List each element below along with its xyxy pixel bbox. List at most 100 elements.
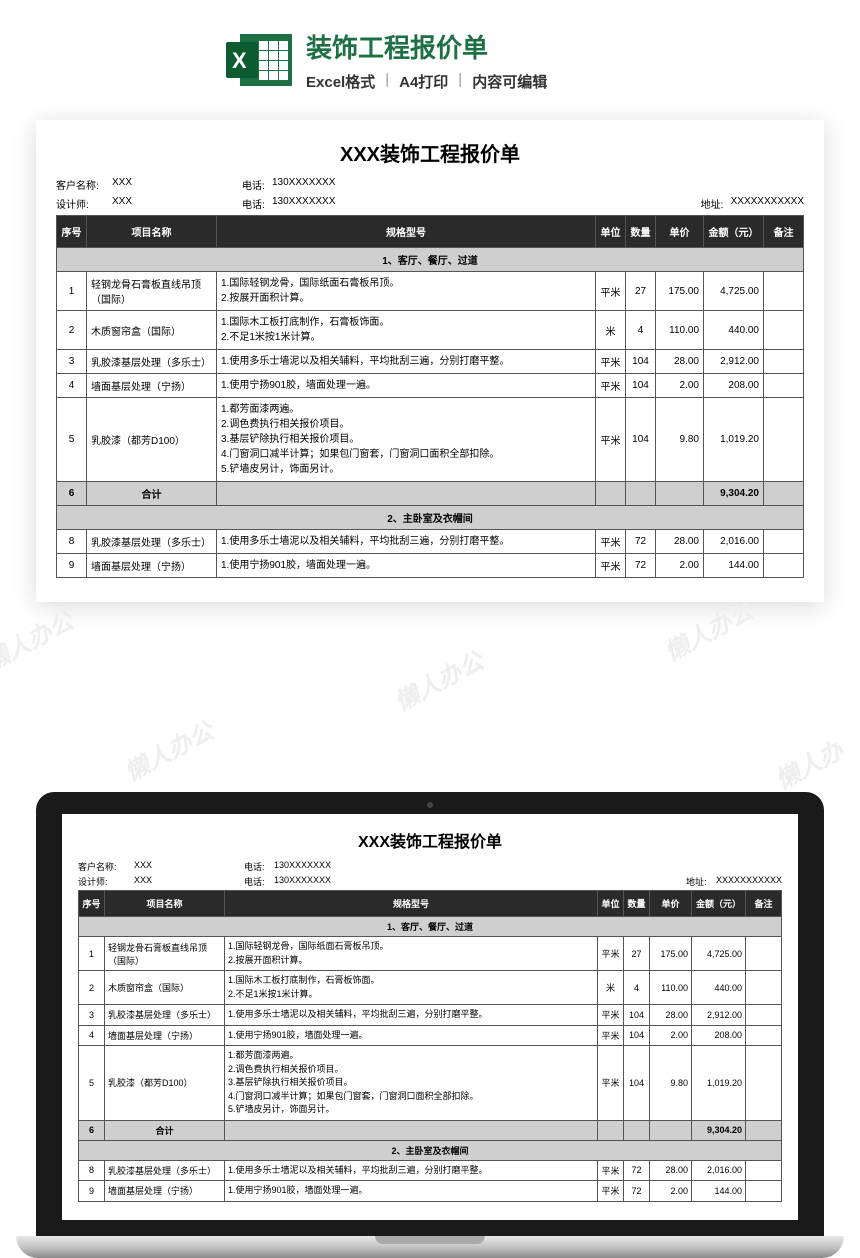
phone1-value: 130XXXXXXX: [272, 177, 804, 192]
cell-note: [746, 1046, 782, 1121]
cell-qty: 27: [626, 272, 656, 311]
phone1-label: 电话:: [242, 177, 272, 192]
info-row-designer: 设计师: XXX 电话: 130XXXXXXX 地址: XXXXXXXXXXX: [56, 196, 804, 211]
cell-price: 9.80: [650, 1046, 692, 1121]
col-name: 项目名称: [87, 216, 217, 248]
cell-qty: 72: [626, 554, 656, 578]
subtotal-row: 6合计9,304.20: [79, 1120, 782, 1140]
cell-price: 28.00: [656, 350, 704, 374]
cell-name: 木质窗帘盒（国际）: [87, 311, 217, 350]
cell-unit: 平米: [598, 1181, 624, 1202]
table-row: 2木质窗帘盒（国际）1.国际木工板打底制作，石膏板饰面。2.不足1米按1米计算。…: [57, 311, 804, 350]
cell-seq: 4: [57, 374, 87, 398]
table-row: 1轻钢龙骨石膏板直线吊顶（国际）1.国际轻钢龙骨，国际纸面石膏板吊顶。2.按展开…: [79, 937, 782, 971]
cell-note: [746, 1160, 782, 1181]
table-row: 2木质窗帘盒（国际）1.国际木工板打底制作，石膏板饰面。2.不足1米按1米计算。…: [79, 971, 782, 1005]
cell-price: 28.00: [650, 1160, 692, 1181]
meta-editable: 内容可编辑: [472, 71, 547, 92]
cell-note: [764, 350, 804, 374]
cell-name: 乳胶漆（都芳D100）: [87, 398, 217, 482]
cell-seq: 2: [57, 311, 87, 350]
cell-amount: 440.00: [692, 971, 746, 1005]
cell-spec: 1.使用多乐士墙泥以及相关辅料，平均批刮三遍，分别打磨平整。: [217, 350, 596, 374]
cell-name: 乳胶漆（都芳D100）: [105, 1046, 225, 1121]
cell-qty: 72: [626, 530, 656, 554]
watermark: 懒人办公: [0, 602, 79, 677]
cell-amount: 208.00: [692, 1025, 746, 1046]
cell-amount: 440.00: [704, 311, 764, 350]
cell-qty: 72: [624, 1181, 650, 1202]
quotation-table: 序号 项目名称 规格型号 单位 数量 单价 金额（元） 备注 1、客厅、餐厅、过…: [56, 215, 804, 578]
cell-note: [746, 1005, 782, 1026]
quotation-table-2: 序号 项目名称 规格型号 单位 数量 单价 金额（元） 备注 1、客厅、餐厅、过…: [78, 890, 782, 1202]
cell-price: 2.00: [650, 1181, 692, 1202]
col-price: 单价: [656, 216, 704, 248]
laptop-mockup: XXX装饰工程报价单 客户名称: XXX 电话: 130XXXXXXX 设计师:…: [36, 792, 824, 1258]
cell-seq: 3: [79, 1005, 105, 1026]
cell-unit: 平米: [598, 1046, 624, 1121]
document-title-2: XXX装饰工程报价单: [78, 828, 782, 852]
col-qty: 数量: [626, 216, 656, 248]
cell-unit: 平米: [598, 1160, 624, 1181]
table-row: 5乳胶漆（都芳D100）1.都芳面漆两遍。2.调色费执行相关报价项目。3.基层铲…: [57, 398, 804, 482]
camera-icon: [427, 802, 433, 808]
cell-name: 墙面基层处理（宁扬）: [87, 374, 217, 398]
cell-note: [764, 311, 804, 350]
cell-qty: 4: [626, 311, 656, 350]
cell-seq: 9: [57, 554, 87, 578]
cell-price: 2.00: [656, 554, 704, 578]
table-row: 9墙面基层处理（宁扬）1.使用宁扬901胶，墙面处理一遍。平米722.00144…: [79, 1181, 782, 1202]
col-amount: 金额（元）: [704, 216, 764, 248]
cell-amount: 4,725.00: [704, 272, 764, 311]
cell-name: 乳胶漆基层处理（多乐士）: [87, 530, 217, 554]
cell-amount: 144.00: [692, 1181, 746, 1202]
page-title: 装饰工程报价单: [306, 28, 547, 65]
table-body-1: 1、客厅、餐厅、过道1轻钢龙骨石膏板直线吊顶（国际）1.国际轻钢龙骨，国际纸面石…: [57, 248, 804, 578]
cell-note: [746, 1181, 782, 1202]
cell-price: 28.00: [650, 1005, 692, 1026]
customer-value: XXX: [112, 177, 242, 192]
cell-name: 乳胶漆基层处理（多乐士）: [105, 1005, 225, 1026]
cell-seq: 8: [57, 530, 87, 554]
col-spec: 规格型号: [217, 216, 596, 248]
watermark-area: 懒人办公 懒人办公 懒人办公 懒人办公 懒人办公: [0, 602, 860, 792]
cell-note: [764, 398, 804, 482]
table-body-2: 1、客厅、餐厅、过道1轻钢龙骨石膏板直线吊顶（国际）1.国际轻钢龙骨，国际纸面石…: [79, 917, 782, 1202]
info-row-customer: 客户名称: XXX 电话: 130XXXXXXX: [56, 177, 804, 192]
cell-name: 墙面基层处理（宁扬）: [105, 1025, 225, 1046]
cell-spec: 1.使用宁扬901胶，墙面处理一遍。: [217, 374, 596, 398]
table-row: 5乳胶漆（都芳D100）1.都芳面漆两遍。2.调色费执行相关报价项目。3.基层铲…: [79, 1046, 782, 1121]
cell-name: 乳胶漆基层处理（多乐士）: [87, 350, 217, 374]
cell-note: [746, 937, 782, 971]
info-row-designer-2: 设计师: XXX 电话: 130XXXXXXX 地址: XXXXXXXXXXX: [78, 875, 782, 888]
cell-seq: 1: [57, 272, 87, 311]
document-title: XXX装饰工程报价单: [56, 138, 804, 167]
cell-price: 28.00: [656, 530, 704, 554]
meta-print: A4打印: [399, 71, 448, 92]
cell-spec: 1.国际木工板打底制作，石膏板饰面。2.不足1米按1米计算。: [217, 311, 596, 350]
cell-amount: 4,725.00: [692, 937, 746, 971]
cell-note: [764, 530, 804, 554]
cell-unit: 平米: [596, 272, 626, 311]
document-preview: XXX装饰工程报价单 客户名称: XXX 电话: 130XXXXXXX 设计师:…: [36, 120, 824, 602]
cell-amount: 1,019.20: [704, 398, 764, 482]
col-note: 备注: [764, 216, 804, 248]
table-row: 3乳胶漆基层处理（多乐士）1.使用多乐士墙泥以及相关辅料，平均批刮三遍，分别打磨…: [79, 1005, 782, 1026]
laptop-base: [16, 1236, 844, 1258]
cell-qty: 27: [624, 937, 650, 971]
section-header: 1、客厅、餐厅、过道: [79, 917, 782, 937]
cell-amount: 2,016.00: [704, 530, 764, 554]
cell-spec: 1.使用宁扬901胶，墙面处理一遍。: [225, 1181, 598, 1202]
cell-spec: 1.使用多乐士墙泥以及相关辅料，平均批刮三遍，分别打磨平整。: [225, 1005, 598, 1026]
cell-spec: 1.国际木工板打底制作，石膏板饰面。2.不足1米按1米计算。: [225, 971, 598, 1005]
cell-amount: 2,912.00: [692, 1005, 746, 1026]
info-row-customer-2: 客户名称: XXX 电话: 130XXXXXXX: [78, 860, 782, 873]
cell-note: [746, 971, 782, 1005]
section-header: 2、主卧室及衣帽间: [79, 1140, 782, 1160]
cell-note: [764, 374, 804, 398]
cell-name: 墙面基层处理（宁扬）: [105, 1181, 225, 1202]
laptop-bezel: XXX装饰工程报价单 客户名称: XXX 电话: 130XXXXXXX 设计师:…: [36, 792, 824, 1236]
excel-icon: [240, 34, 292, 86]
cell-seq: 5: [79, 1046, 105, 1121]
cell-qty: 104: [626, 350, 656, 374]
